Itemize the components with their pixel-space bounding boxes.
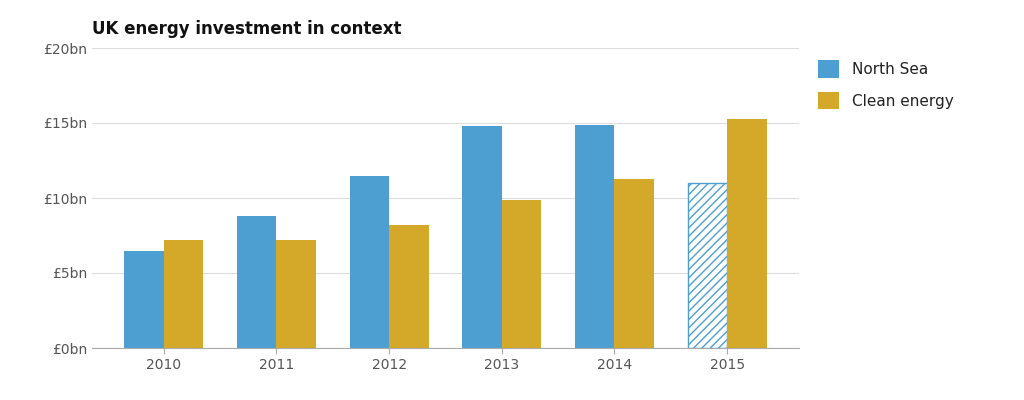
Bar (463, 126, 502, 348)
Bar (727, 118, 767, 348)
Bar (237, 216, 276, 348)
Bar (688, 183, 727, 348)
Bar (614, 178, 654, 348)
Bar (688, 183, 727, 348)
Bar (349, 176, 389, 348)
Bar (124, 250, 164, 348)
Bar (389, 225, 428, 348)
Bar (276, 240, 315, 348)
Bar (575, 124, 614, 348)
Legend: North Sea, Clean energy: North Sea, Clean energy (813, 56, 958, 114)
Bar (164, 240, 203, 348)
Text: UK energy investment in context: UK energy investment in context (92, 20, 401, 38)
Bar (502, 200, 542, 348)
